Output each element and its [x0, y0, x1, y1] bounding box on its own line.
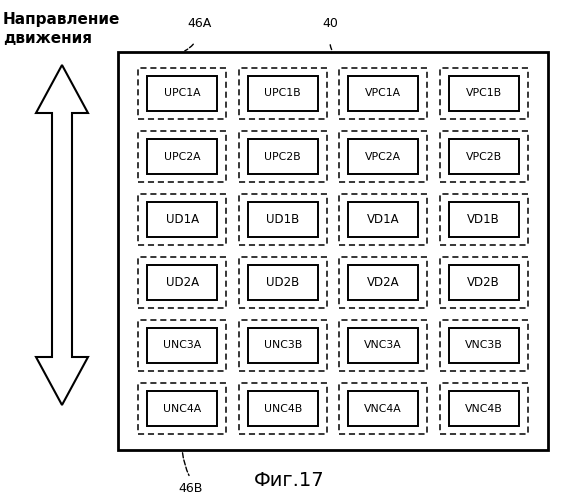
Text: UPC2B: UPC2B [265, 152, 301, 162]
Bar [248, 140, 318, 173]
Text: 40: 40 [322, 17, 338, 30]
Text: UPC1B: UPC1B [265, 88, 301, 99]
Text: UPC2A: UPC2A [164, 152, 200, 162]
Bar [248, 392, 318, 426]
Bar [147, 76, 218, 110]
Bar [138, 132, 226, 182]
Bar [439, 194, 528, 244]
Text: UNC3A: UNC3A [163, 340, 201, 350]
Bar [147, 392, 218, 426]
Bar [138, 384, 226, 434]
Bar [439, 258, 528, 308]
Text: 46B: 46B [178, 482, 203, 495]
Text: VD1A: VD1A [367, 213, 400, 226]
Text: Направление
движения: Направление движения [3, 12, 120, 46]
Bar [147, 328, 218, 362]
Bar [239, 258, 327, 308]
Bar [449, 202, 519, 236]
Bar [239, 320, 327, 370]
Bar [339, 384, 427, 434]
Bar [138, 194, 226, 244]
Text: UD2B: UD2B [266, 276, 299, 289]
Text: VNC4B: VNC4B [465, 404, 503, 413]
Bar [138, 258, 226, 308]
Bar [248, 328, 318, 362]
Text: VPC1A: VPC1A [365, 88, 401, 99]
Text: VPC2A: VPC2A [365, 152, 401, 162]
Bar [147, 266, 218, 300]
Bar [248, 202, 318, 236]
Bar [348, 202, 419, 236]
Bar [439, 384, 528, 434]
Bar [339, 194, 427, 244]
Bar [439, 132, 528, 182]
Bar [439, 320, 528, 370]
Text: VNC3B: VNC3B [465, 340, 503, 350]
Text: UNC3B: UNC3B [263, 340, 302, 350]
Bar [348, 392, 419, 426]
Text: VD2B: VD2B [467, 276, 500, 289]
Text: VNC4A: VNC4A [364, 404, 402, 413]
PathPatch shape [36, 65, 88, 405]
Bar [118, 52, 548, 450]
Text: UPC1A: UPC1A [164, 88, 200, 99]
Bar [339, 320, 427, 370]
Bar [147, 202, 218, 236]
Bar [248, 266, 318, 300]
Text: UD1B: UD1B [266, 213, 299, 226]
Bar [239, 68, 327, 118]
Text: VPC2B: VPC2B [466, 152, 502, 162]
Text: VPC1B: VPC1B [466, 88, 502, 99]
Text: Фиг.17: Фиг.17 [254, 471, 324, 490]
Text: 46A: 46A [188, 17, 212, 30]
Text: UD2A: UD2A [166, 276, 199, 289]
Bar [248, 76, 318, 110]
Bar [449, 266, 519, 300]
Bar [339, 132, 427, 182]
Bar [439, 68, 528, 118]
Text: UD1A: UD1A [166, 213, 199, 226]
Bar [147, 140, 218, 173]
Bar [339, 258, 427, 308]
Bar [239, 132, 327, 182]
Bar [138, 320, 226, 370]
Bar [239, 194, 327, 244]
Bar [138, 68, 226, 118]
Text: UNC4A: UNC4A [163, 404, 201, 413]
Bar [449, 76, 519, 110]
Bar [348, 266, 419, 300]
Bar [348, 328, 419, 362]
Bar [239, 384, 327, 434]
Text: UNC4B: UNC4B [263, 404, 302, 413]
Bar [348, 140, 419, 173]
Bar [449, 140, 519, 173]
Text: VNC3A: VNC3A [364, 340, 402, 350]
Text: VD2A: VD2A [367, 276, 400, 289]
Text: VD1B: VD1B [467, 213, 500, 226]
Bar [449, 392, 519, 426]
Bar [339, 68, 427, 118]
Bar [348, 76, 419, 110]
Bar [449, 328, 519, 362]
